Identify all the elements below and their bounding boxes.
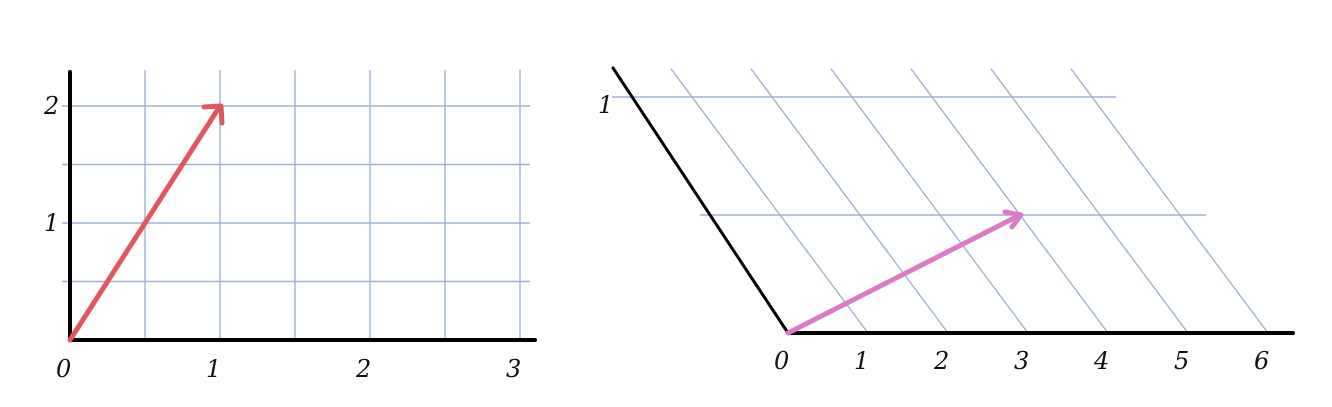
right-panel: 0 1 2 3 4 5 6 1 — [598, 66, 1295, 375]
left-y-tick-label: 2 — [43, 92, 59, 120]
left-x-tick-label: 1 — [206, 355, 221, 383]
right-y-tick-label: 1 — [598, 91, 613, 119]
left-x-tick-label: 0 — [56, 355, 71, 383]
left-x-tick-labels: 0 1 2 3 — [56, 355, 521, 383]
right-grid — [612, 68, 1269, 334]
right-grid-slant-line — [910, 68, 1109, 334]
left-grid — [62, 70, 530, 340]
left-x-tick-label: 2 — [355, 355, 371, 383]
right-grid-slant-line — [990, 68, 1189, 334]
right-grid-slant-line — [750, 68, 949, 334]
right-x-tick-label: 1 — [854, 347, 869, 375]
left-y-tick-labels: 12 — [43, 92, 59, 237]
right-grid-slant-line — [1070, 68, 1269, 334]
right-x-tick-label: 0 — [774, 347, 789, 375]
left-y-tick-label: 1 — [44, 209, 59, 237]
right-x-tick-labels: 0 1 2 3 4 5 6 — [774, 347, 1269, 375]
left-vector-shaft — [67, 103, 223, 343]
right-x-tick-label: 6 — [1254, 347, 1269, 375]
right-x-tick-label: 2 — [933, 347, 949, 375]
right-grid-slant-line — [830, 68, 1029, 334]
left-vector-arrowhead — [201, 103, 225, 126]
left-vector — [67, 103, 225, 343]
left-x-tick-label: 3 — [506, 355, 521, 383]
right-grid-slant-line — [670, 68, 869, 334]
right-x-tick-label: 5 — [1174, 347, 1189, 375]
right-y-tick-labels: 1 — [598, 91, 613, 119]
right-vector-arrowhead — [1002, 209, 1024, 230]
right-x-tick-label: 3 — [1014, 347, 1029, 375]
right-vector — [785, 209, 1024, 336]
right-x-tick-label: 4 — [1093, 347, 1109, 375]
right-skew-axis — [611, 66, 790, 335]
right-vector-shaft — [785, 212, 1023, 336]
